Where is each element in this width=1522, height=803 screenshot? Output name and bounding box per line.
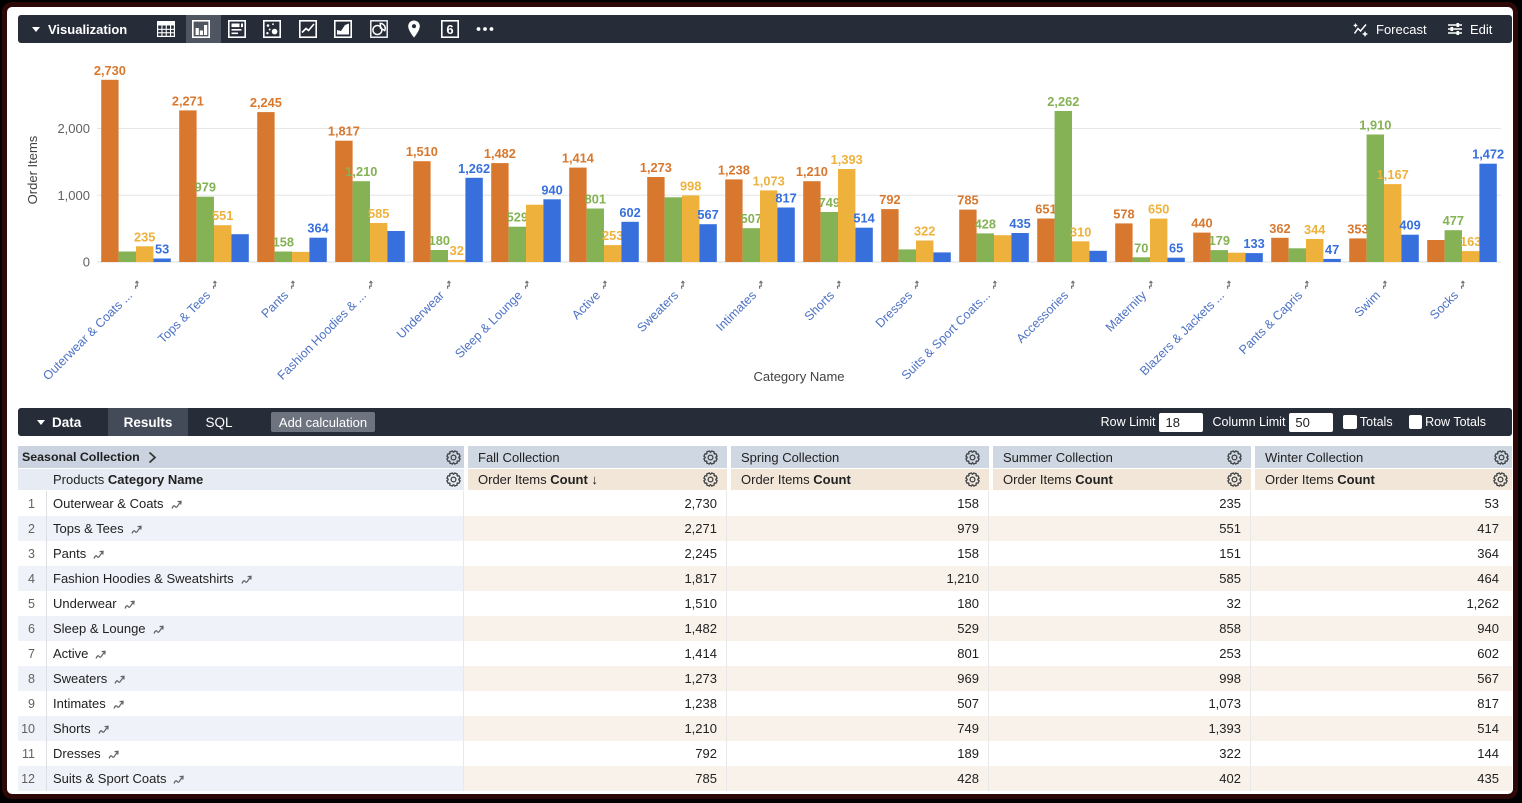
svg-text:353: 353 xyxy=(1347,221,1368,236)
svg-text:364: 364 xyxy=(307,221,329,236)
svg-text:0: 0 xyxy=(83,255,90,270)
svg-text:1,482: 1,482 xyxy=(484,146,516,161)
svg-text:Shorts: Shorts xyxy=(802,288,837,323)
svg-text:322: 322 xyxy=(914,224,935,239)
svg-text:817: 817 xyxy=(775,191,796,206)
svg-text:180: 180 xyxy=(429,233,450,248)
svg-text:Blazers & Jackets ...: Blazers & Jackets ... xyxy=(1137,288,1227,378)
svg-text:1,393: 1,393 xyxy=(831,152,863,167)
svg-text:1,273: 1,273 xyxy=(640,160,672,175)
svg-text:Swim: Swim xyxy=(1352,288,1384,320)
svg-text:Intimates: Intimates xyxy=(713,288,759,334)
svg-text:Tops & Tees: Tops & Tees xyxy=(155,288,213,346)
svg-text:2,271: 2,271 xyxy=(172,93,204,108)
svg-text:602: 602 xyxy=(619,205,640,220)
svg-text:Accessories: Accessories xyxy=(1014,288,1072,346)
svg-text:1,414: 1,414 xyxy=(562,151,595,166)
svg-text:1,210: 1,210 xyxy=(345,164,377,179)
svg-text:2,000: 2,000 xyxy=(57,121,90,136)
svg-text:362: 362 xyxy=(1269,221,1290,236)
svg-text:163: 163 xyxy=(1460,234,1481,249)
svg-text:Sweaters: Sweaters xyxy=(634,288,681,335)
svg-text:1,817: 1,817 xyxy=(328,124,360,139)
svg-text:2,245: 2,245 xyxy=(250,95,282,110)
svg-text:53: 53 xyxy=(155,242,169,257)
svg-text:1,472: 1,472 xyxy=(1472,147,1504,162)
svg-text:2,262: 2,262 xyxy=(1047,94,1079,109)
svg-text:Suits & Sport Coats...: Suits & Sport Coats... xyxy=(899,288,993,382)
svg-text:Fashion Hoodies & ...: Fashion Hoodies & ... xyxy=(275,288,369,382)
svg-text:792: 792 xyxy=(879,192,900,207)
svg-text:Active: Active xyxy=(569,288,603,322)
svg-text:Category Name: Category Name xyxy=(753,369,844,384)
svg-text:940: 940 xyxy=(541,182,562,197)
svg-text:578: 578 xyxy=(1113,206,1134,221)
svg-text:Socks: Socks xyxy=(1427,288,1461,322)
svg-text:2,730: 2,730 xyxy=(94,63,126,78)
svg-text:529: 529 xyxy=(507,210,528,225)
svg-text:Pants & Capris: Pants & Capris xyxy=(1236,288,1305,357)
svg-text:409: 409 xyxy=(1399,218,1420,233)
svg-text:Maternity: Maternity xyxy=(1103,288,1150,335)
svg-text:65: 65 xyxy=(1169,241,1183,256)
svg-text:1,000: 1,000 xyxy=(57,188,90,203)
svg-text:Dresses: Dresses xyxy=(873,288,915,330)
svg-text:70: 70 xyxy=(1134,240,1148,255)
svg-text:158: 158 xyxy=(273,235,294,250)
svg-text:1,210: 1,210 xyxy=(796,164,828,179)
svg-text:1,073: 1,073 xyxy=(753,173,785,188)
svg-text:Underwear: Underwear xyxy=(394,288,447,341)
svg-text:585: 585 xyxy=(368,206,389,221)
svg-text:47: 47 xyxy=(1325,242,1339,257)
svg-text:551: 551 xyxy=(212,208,233,223)
svg-text:801: 801 xyxy=(585,192,606,207)
svg-text:32: 32 xyxy=(450,243,464,258)
svg-text:Outerwear & Coats ...: Outerwear & Coats ... xyxy=(40,288,135,383)
svg-text:785: 785 xyxy=(957,193,978,208)
svg-text:514: 514 xyxy=(853,211,875,226)
svg-text:Pants: Pants xyxy=(259,288,292,321)
svg-text:253: 253 xyxy=(602,228,623,243)
svg-text:507: 507 xyxy=(741,211,762,226)
svg-text:1,510: 1,510 xyxy=(406,144,438,159)
svg-text:344: 344 xyxy=(1304,222,1326,237)
svg-text:428: 428 xyxy=(975,216,996,231)
svg-text:310: 310 xyxy=(1070,224,1091,239)
svg-text:6: 6 xyxy=(446,22,453,37)
svg-text:567: 567 xyxy=(697,207,718,222)
svg-text:Order Items: Order Items xyxy=(25,135,40,204)
svg-text:651: 651 xyxy=(1035,202,1056,217)
svg-text:998: 998 xyxy=(680,178,701,193)
svg-text:650: 650 xyxy=(1148,202,1169,217)
svg-text:1,910: 1,910 xyxy=(1359,118,1391,133)
svg-text:235: 235 xyxy=(134,229,155,244)
svg-text:1,262: 1,262 xyxy=(458,161,490,176)
svg-text:749: 749 xyxy=(819,195,840,210)
svg-text:Sleep & Lounge: Sleep & Lounge xyxy=(452,288,525,361)
svg-text:979: 979 xyxy=(195,180,216,195)
svg-text:435: 435 xyxy=(1009,216,1030,231)
svg-text:133: 133 xyxy=(1243,236,1264,251)
svg-text:1,238: 1,238 xyxy=(718,162,750,177)
svg-text:179: 179 xyxy=(1209,233,1230,248)
svg-text:1,167: 1,167 xyxy=(1377,167,1409,182)
svg-text:440: 440 xyxy=(1191,216,1212,231)
svg-text:477: 477 xyxy=(1443,213,1464,228)
